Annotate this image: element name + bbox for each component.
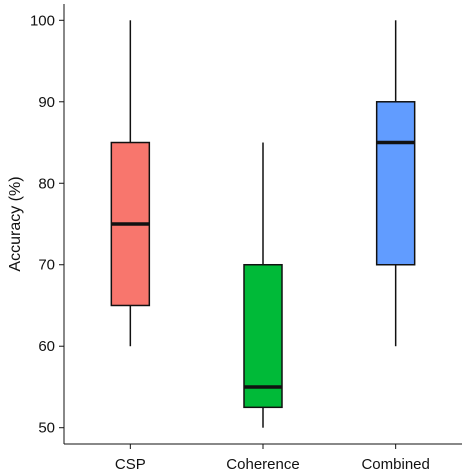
y-tick-label: 50: [38, 420, 55, 437]
box-body: [243, 263, 283, 409]
y-axis-title: Accuracy (%): [7, 176, 24, 271]
x-tick-label: Coherence: [226, 456, 299, 473]
box-csp: [110, 20, 151, 347]
x-ticks: CSP Coherence Combined: [115, 444, 430, 473]
x-tick-label: Combined: [361, 456, 429, 473]
y-tick-label: 90: [38, 94, 55, 111]
box-body: [375, 101, 416, 266]
y-tick-label: 70: [38, 257, 55, 274]
box-combined: [375, 20, 416, 347]
y-tick-label: 60: [38, 338, 55, 355]
x-tick-label: CSP: [115, 456, 146, 473]
boxes: [110, 20, 416, 428]
y-tick-label: 100: [30, 12, 55, 29]
box-coherence: [243, 142, 283, 428]
y-tick-label: 80: [38, 175, 55, 192]
y-ticks: 50 60 70 80 90 100: [30, 12, 64, 437]
